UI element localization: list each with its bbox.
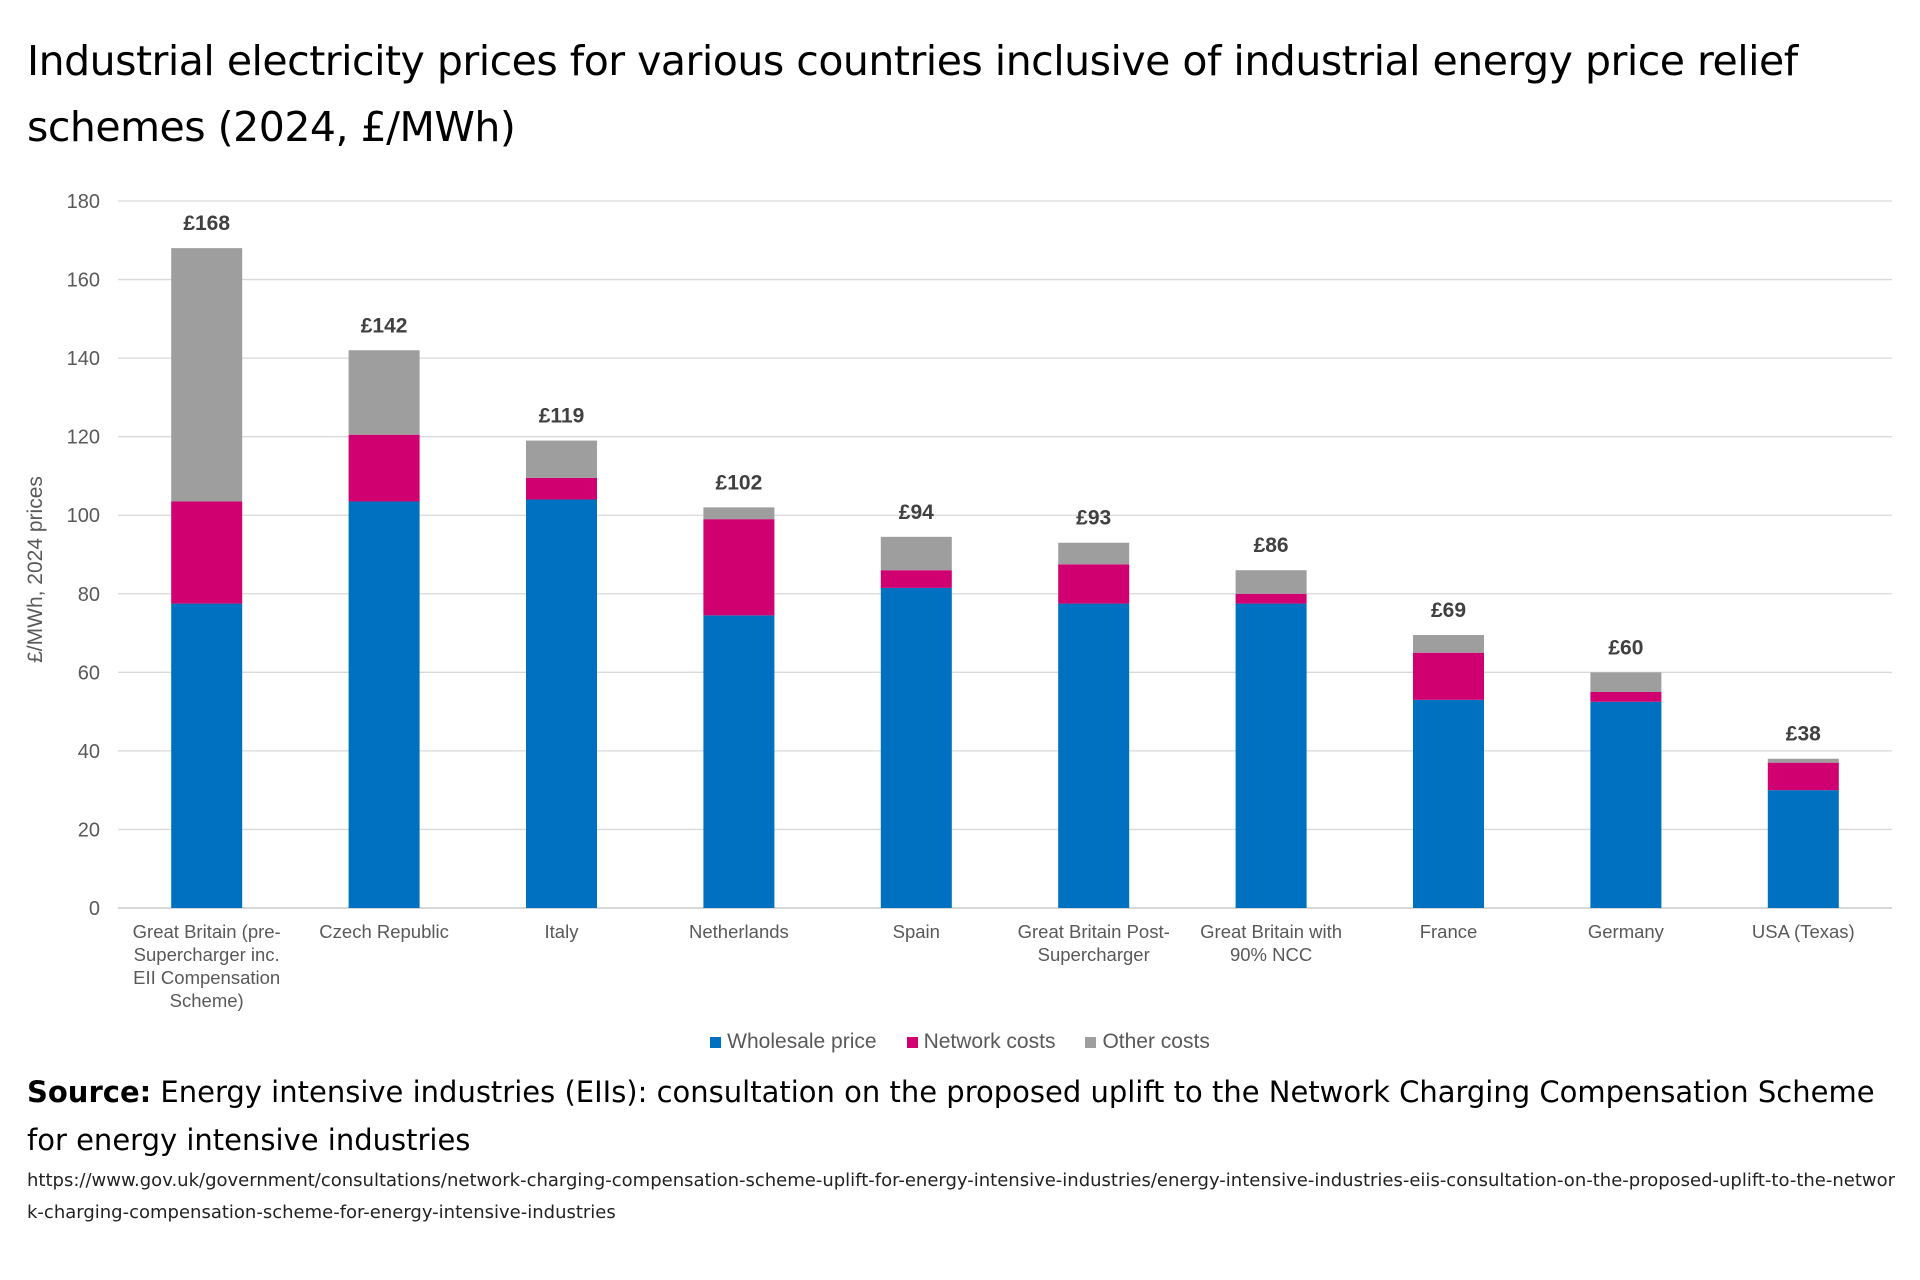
total-label: £142: [361, 314, 408, 337]
total-label: £168: [183, 212, 230, 235]
y-axis: 0 20 40 60 80 100 120 140 160 180: [67, 191, 100, 920]
source-text: Energy intensive industries (EIIs): cons…: [27, 1075, 1875, 1157]
legend: Wholesale price Network costs Other costs: [0, 1030, 1920, 1054]
bar-segment-other-costs: [348, 350, 420, 435]
x-tick-label-line: Supercharger inc.: [134, 944, 280, 965]
y-tick-label: 140: [67, 348, 100, 370]
x-tick-label: Great Britain (pre-Supercharger inc. EII …: [133, 921, 281, 1011]
bars: [171, 248, 1839, 908]
x-tick-label: Italy: [545, 921, 580, 942]
x-tick-label: Czech Republic: [319, 921, 449, 942]
bar-segment-network-costs: [171, 501, 243, 604]
bar-segment-other-costs: [1235, 570, 1307, 594]
x-tick-label: France: [1420, 921, 1478, 942]
x-tick-label: Germany: [1588, 921, 1665, 942]
legend-swatch: [710, 1036, 722, 1048]
legend-swatch: [1085, 1036, 1097, 1048]
total-label: £93: [1076, 507, 1111, 530]
x-tick-label-line: Scheme): [170, 990, 244, 1011]
bar-segment-other-costs: [1590, 672, 1662, 692]
x-tick-label: USA (Texas): [1752, 921, 1855, 942]
bar-segment-network-costs: [1235, 593, 1307, 604]
y-tick-label: 180: [67, 191, 100, 213]
source-label: Source:: [27, 1075, 152, 1109]
bar-segment-wholesale-price: [1058, 603, 1130, 908]
x-tick-label-line: Great Britain (pre-: [133, 921, 281, 942]
x-axis: Great Britain (pre-Supercharger inc. EII …: [133, 921, 1855, 1011]
bar-segment-other-costs: [1413, 635, 1484, 653]
bar-segment-wholesale-price: [1235, 603, 1307, 908]
stacked-bar-chart: 0 20 40 60 80 100 120 140 160 180 £/MWh, 2024 pri…: [24, 191, 1892, 1011]
x-tick-label: Great Britain with 90% NCC: [1200, 921, 1342, 965]
total-label: £38: [1786, 723, 1821, 746]
x-tick-label-line: Italy: [545, 921, 580, 942]
x-tick-label: Spain: [893, 921, 940, 942]
x-tick-label-line: Spain: [893, 921, 940, 942]
legend-item: Network costs: [906, 1030, 1056, 1054]
y-tick-label: 100: [67, 505, 100, 527]
x-tick-label-line: Great Britain Post-: [1018, 921, 1170, 942]
bar-segment-other-costs: [526, 440, 597, 478]
bar-segment-other-costs: [1058, 542, 1130, 565]
y-tick-label: 0: [89, 898, 100, 920]
bar-segment-other-costs: [171, 248, 243, 502]
bar-segment-wholesale-price: [171, 603, 243, 908]
legend-label: Network costs: [923, 1030, 1056, 1053]
bar-segment-other-costs: [1767, 758, 1839, 763]
bar-segment-network-costs: [1413, 652, 1484, 700]
legend-item: Other costs: [1085, 1030, 1210, 1054]
total-label: £119: [539, 405, 585, 428]
bar-segment-wholesale-price: [1590, 701, 1662, 908]
y-tick-label: 40: [78, 741, 100, 763]
total-label: £102: [716, 471, 763, 494]
source-url[interactable]: https://www.gov.uk/government/consultati…: [27, 1170, 1896, 1223]
bar-segment-network-costs: [1590, 691, 1662, 702]
bar-segment-wholesale-price: [1767, 790, 1839, 908]
x-tick-label-line: 90% NCC: [1230, 944, 1312, 965]
legend-swatch: [906, 1036, 918, 1048]
bar-segment-other-costs: [703, 507, 775, 520]
bar-segment-network-costs: [526, 477, 597, 500]
y-axis-label: £/MWh, 2024 prices: [24, 476, 47, 663]
total-labels: £168 £142 £119 £102 £94 £93 £86 £69 £60 £38: [183, 212, 1821, 746]
x-tick-label: Netherlands: [689, 921, 789, 942]
y-tick-label: 160: [67, 270, 100, 292]
bar-segment-other-costs: [880, 536, 952, 571]
y-tick-label: 60: [78, 662, 100, 684]
total-label: £86: [1254, 534, 1289, 557]
total-label: £60: [1608, 636, 1643, 659]
bar-segment-network-costs: [1767, 762, 1839, 791]
source-note: Source: Energy intensive industries (EII…: [27, 1068, 1897, 1164]
x-tick-label-line: Supercharger: [1038, 944, 1150, 965]
bar-segment-network-costs: [348, 434, 420, 502]
y-tick-label: 20: [78, 819, 100, 841]
x-tick-label-line: EII Compensation: [133, 967, 280, 988]
bar-segment-network-costs: [1058, 564, 1130, 604]
x-tick-label-line: Czech Republic: [319, 921, 449, 942]
x-tick-label-line: France: [1420, 921, 1478, 942]
bar-segment-wholesale-price: [348, 501, 420, 908]
x-tick-label-line: Germany: [1588, 921, 1665, 942]
x-tick-label-line: USA (Texas): [1752, 921, 1855, 942]
total-label: £69: [1431, 599, 1466, 622]
y-tick-label: 120: [67, 427, 100, 449]
x-tick-label-line: Great Britain with: [1200, 921, 1342, 942]
bar-segment-wholesale-price: [1413, 699, 1484, 908]
legend-item: Wholesale price: [710, 1030, 877, 1054]
y-tick-label: 80: [78, 584, 100, 606]
x-tick-label: Great Britain Post-Supercharger: [1018, 921, 1170, 965]
legend-label: Other costs: [1102, 1030, 1210, 1053]
bar-segment-network-costs: [880, 570, 952, 588]
bar-segment-wholesale-price: [880, 587, 952, 908]
total-label: £94: [899, 501, 934, 524]
bar-segment-wholesale-price: [526, 499, 597, 908]
chart-title: Industrial electricity prices for variou…: [27, 37, 1798, 151]
bar-segment-network-costs: [703, 519, 775, 616]
x-tick-label-line: Netherlands: [689, 921, 789, 942]
bar-segment-wholesale-price: [703, 615, 775, 908]
legend-label: Wholesale price: [727, 1030, 877, 1053]
